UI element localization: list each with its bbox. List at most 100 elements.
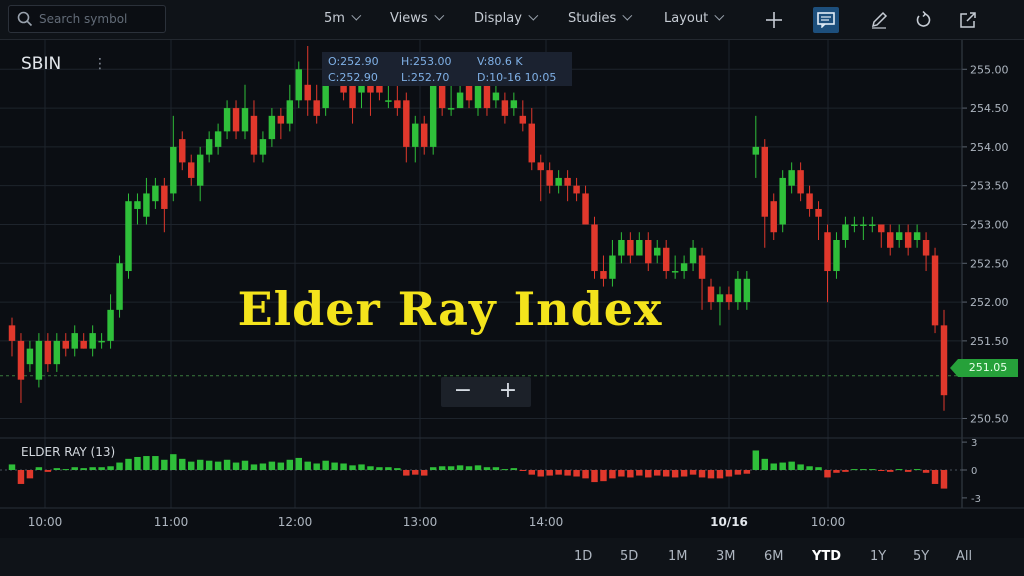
range-1y[interactable]: 1Y xyxy=(870,549,887,564)
candle-body xyxy=(761,146,768,217)
candle-body xyxy=(241,108,249,132)
candle-body xyxy=(385,100,392,102)
candle-body xyxy=(743,278,751,303)
elder-bar xyxy=(62,469,69,471)
range-ytd[interactable]: YTD xyxy=(812,549,842,564)
elder-bar xyxy=(412,470,419,475)
ohlc-open: O:252.90 xyxy=(328,55,379,68)
candle-body xyxy=(501,100,509,116)
reset-button[interactable] xyxy=(911,7,937,33)
layout-menu[interactable]: Layout xyxy=(664,10,725,26)
elder-bar xyxy=(546,470,553,476)
share-button[interactable] xyxy=(955,7,981,33)
elder-bar xyxy=(143,456,150,470)
elder-bar xyxy=(779,462,786,470)
range-1m[interactable]: 1M xyxy=(668,549,688,564)
candle-body xyxy=(340,84,347,93)
candle-body xyxy=(689,247,697,264)
share-icon xyxy=(960,12,976,28)
candle-body xyxy=(205,139,213,155)
elder-bar xyxy=(456,465,464,470)
candle-body xyxy=(492,92,500,101)
elder-bar xyxy=(89,467,96,470)
comment-button[interactable] xyxy=(813,7,839,33)
candle-body xyxy=(779,177,786,225)
ohlc-low: L:252.70 xyxy=(401,71,450,84)
time-tick-label: 10:00 xyxy=(811,515,846,529)
studies-menu[interactable]: Studies xyxy=(568,10,633,26)
elder-bar xyxy=(304,461,311,470)
candle-body xyxy=(170,146,177,194)
views-menu[interactable]: Views xyxy=(390,10,444,26)
elder-bar xyxy=(698,470,706,478)
candle-body xyxy=(797,170,804,194)
candle-body xyxy=(537,162,544,171)
candle-body xyxy=(232,108,240,132)
zoom-in-button[interactable]: + xyxy=(498,378,518,403)
price-tick-label: 252.00 xyxy=(970,296,1009,309)
range-1d[interactable]: 1D xyxy=(574,549,593,564)
ohlc-tooltip: O:252.90 H:253.00 V:80.6 K C:252.90 L:25… xyxy=(322,52,572,86)
candle-body xyxy=(89,333,96,349)
search-box[interactable] xyxy=(8,5,166,33)
elder-bar xyxy=(618,470,625,477)
elder-bar xyxy=(313,463,320,470)
elder-bar xyxy=(671,470,679,478)
zoom-out-button[interactable]: − xyxy=(453,378,473,403)
time-tick-label: 10:00 xyxy=(28,515,63,529)
crosshair-icon xyxy=(766,12,782,28)
elder-bar xyxy=(851,469,858,471)
search-input[interactable] xyxy=(39,10,159,28)
crosshair-button[interactable] xyxy=(761,7,787,33)
elder-bar xyxy=(492,467,500,470)
chevron-down-icon xyxy=(528,10,539,21)
price-tick-label: 253.50 xyxy=(970,180,1009,193)
zoom-controls: − + xyxy=(441,377,531,407)
elder-bar xyxy=(286,459,294,470)
price-tick-label: 255.00 xyxy=(970,63,1009,76)
candle-body xyxy=(456,92,464,109)
elder-tick-label: 3 xyxy=(971,438,977,449)
candle-body xyxy=(788,170,795,186)
elder-bar xyxy=(385,467,392,470)
elder-bar xyxy=(555,470,562,475)
more-options-icon[interactable]: ⋮ xyxy=(93,56,107,72)
draw-button[interactable] xyxy=(866,7,892,33)
range-3m[interactable]: 3M xyxy=(716,549,736,564)
elder-bar xyxy=(331,462,338,470)
elder-bar xyxy=(662,470,670,477)
candle-body xyxy=(259,139,267,155)
candle-body xyxy=(438,84,446,109)
range-6m[interactable]: 6M xyxy=(764,549,784,564)
candle-body xyxy=(806,193,813,209)
elder-bar xyxy=(474,465,482,470)
elder-bar xyxy=(438,466,446,470)
elder-bar xyxy=(322,460,329,470)
elder-bar xyxy=(887,470,894,472)
indicator-label[interactable]: ELDER RAY (13) xyxy=(21,445,116,459)
range-5d[interactable]: 5D xyxy=(620,549,639,564)
display-menu[interactable]: Display xyxy=(474,10,539,26)
candle-body xyxy=(188,162,195,178)
candle-body xyxy=(223,108,231,132)
last-price-tag: 251.05 xyxy=(950,359,1018,377)
elder-bar xyxy=(26,470,34,479)
candle-body xyxy=(134,201,141,209)
range-5y[interactable]: 5Y xyxy=(913,549,930,564)
candle-body xyxy=(44,340,52,365)
elder-bar xyxy=(241,460,249,470)
candle-body xyxy=(179,139,186,163)
candle-body xyxy=(8,325,16,341)
elder-bar xyxy=(152,456,159,470)
range-all[interactable]: All xyxy=(956,549,973,564)
candle-body xyxy=(600,271,607,279)
elder-bar xyxy=(519,470,527,471)
price-tick-label: 252.50 xyxy=(970,257,1009,270)
chevron-down-icon xyxy=(351,10,362,21)
symbol-label[interactable]: SBIN xyxy=(21,54,62,74)
candle-body xyxy=(483,84,491,109)
interval-dropdown[interactable]: 5m xyxy=(324,10,362,26)
elder-bar xyxy=(842,470,849,472)
candle-body xyxy=(824,232,831,272)
candle-body xyxy=(662,247,670,272)
